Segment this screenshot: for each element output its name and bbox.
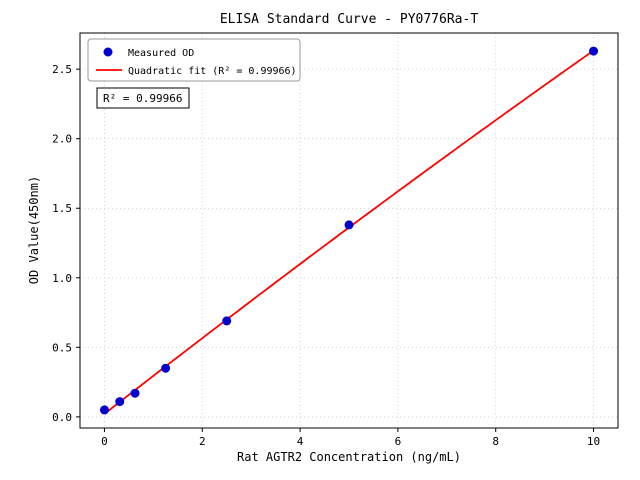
data-point xyxy=(344,220,354,230)
axis-ticks: 0 2 4 6 8 10 0.0 0.5 1.0 1.5 2.0 2.5 xyxy=(52,63,600,448)
legend-frame xyxy=(87,38,301,82)
x-tick-label: 4 xyxy=(297,435,304,448)
data-point xyxy=(99,405,109,415)
x-tick-label: 0 xyxy=(101,435,108,448)
y-tick-label: 2.0 xyxy=(52,133,72,146)
legend-label-measured-od: Measured OD xyxy=(128,48,194,59)
x-tick-label: 2 xyxy=(199,435,206,448)
annotation-frame xyxy=(96,87,190,109)
y-tick-label: 0.5 xyxy=(52,341,72,354)
x-axis-label: Rat AGTR2 Concentration (ng/mL) xyxy=(237,450,461,464)
r-squared-text: R² = 0.99966 xyxy=(103,92,182,105)
y-tick-label: 2.5 xyxy=(52,63,72,76)
data-point xyxy=(589,46,599,56)
x-tick-label: 8 xyxy=(492,435,499,448)
data-point xyxy=(222,316,232,326)
y-tick-label: 1.0 xyxy=(52,272,72,285)
data-point xyxy=(115,397,125,407)
y-tick-label: 0.0 xyxy=(52,411,72,424)
y-axis-label: OD Value(450nm) xyxy=(27,176,41,284)
legend-label-quadratic-fit: Quadratic fit (R² = 0.99966) xyxy=(128,66,297,77)
plot-border xyxy=(79,32,619,429)
chart-title: ELISA Standard Curve - PY0776Ra-T xyxy=(220,12,478,27)
x-tick-label: 10 xyxy=(587,435,600,448)
x-tick-label: 6 xyxy=(395,435,402,448)
data-point xyxy=(161,363,171,373)
r-squared-annotation: R² = 0.99966 xyxy=(96,87,190,109)
y-tick-label: 1.5 xyxy=(52,202,72,215)
grid-lines xyxy=(80,33,618,428)
data-point xyxy=(130,388,140,398)
legend-scatter-marker-icon xyxy=(103,47,113,57)
legend: Measured OD Quadratic fit (R² = 0.99966) xyxy=(87,38,301,82)
data-layer xyxy=(99,46,599,415)
